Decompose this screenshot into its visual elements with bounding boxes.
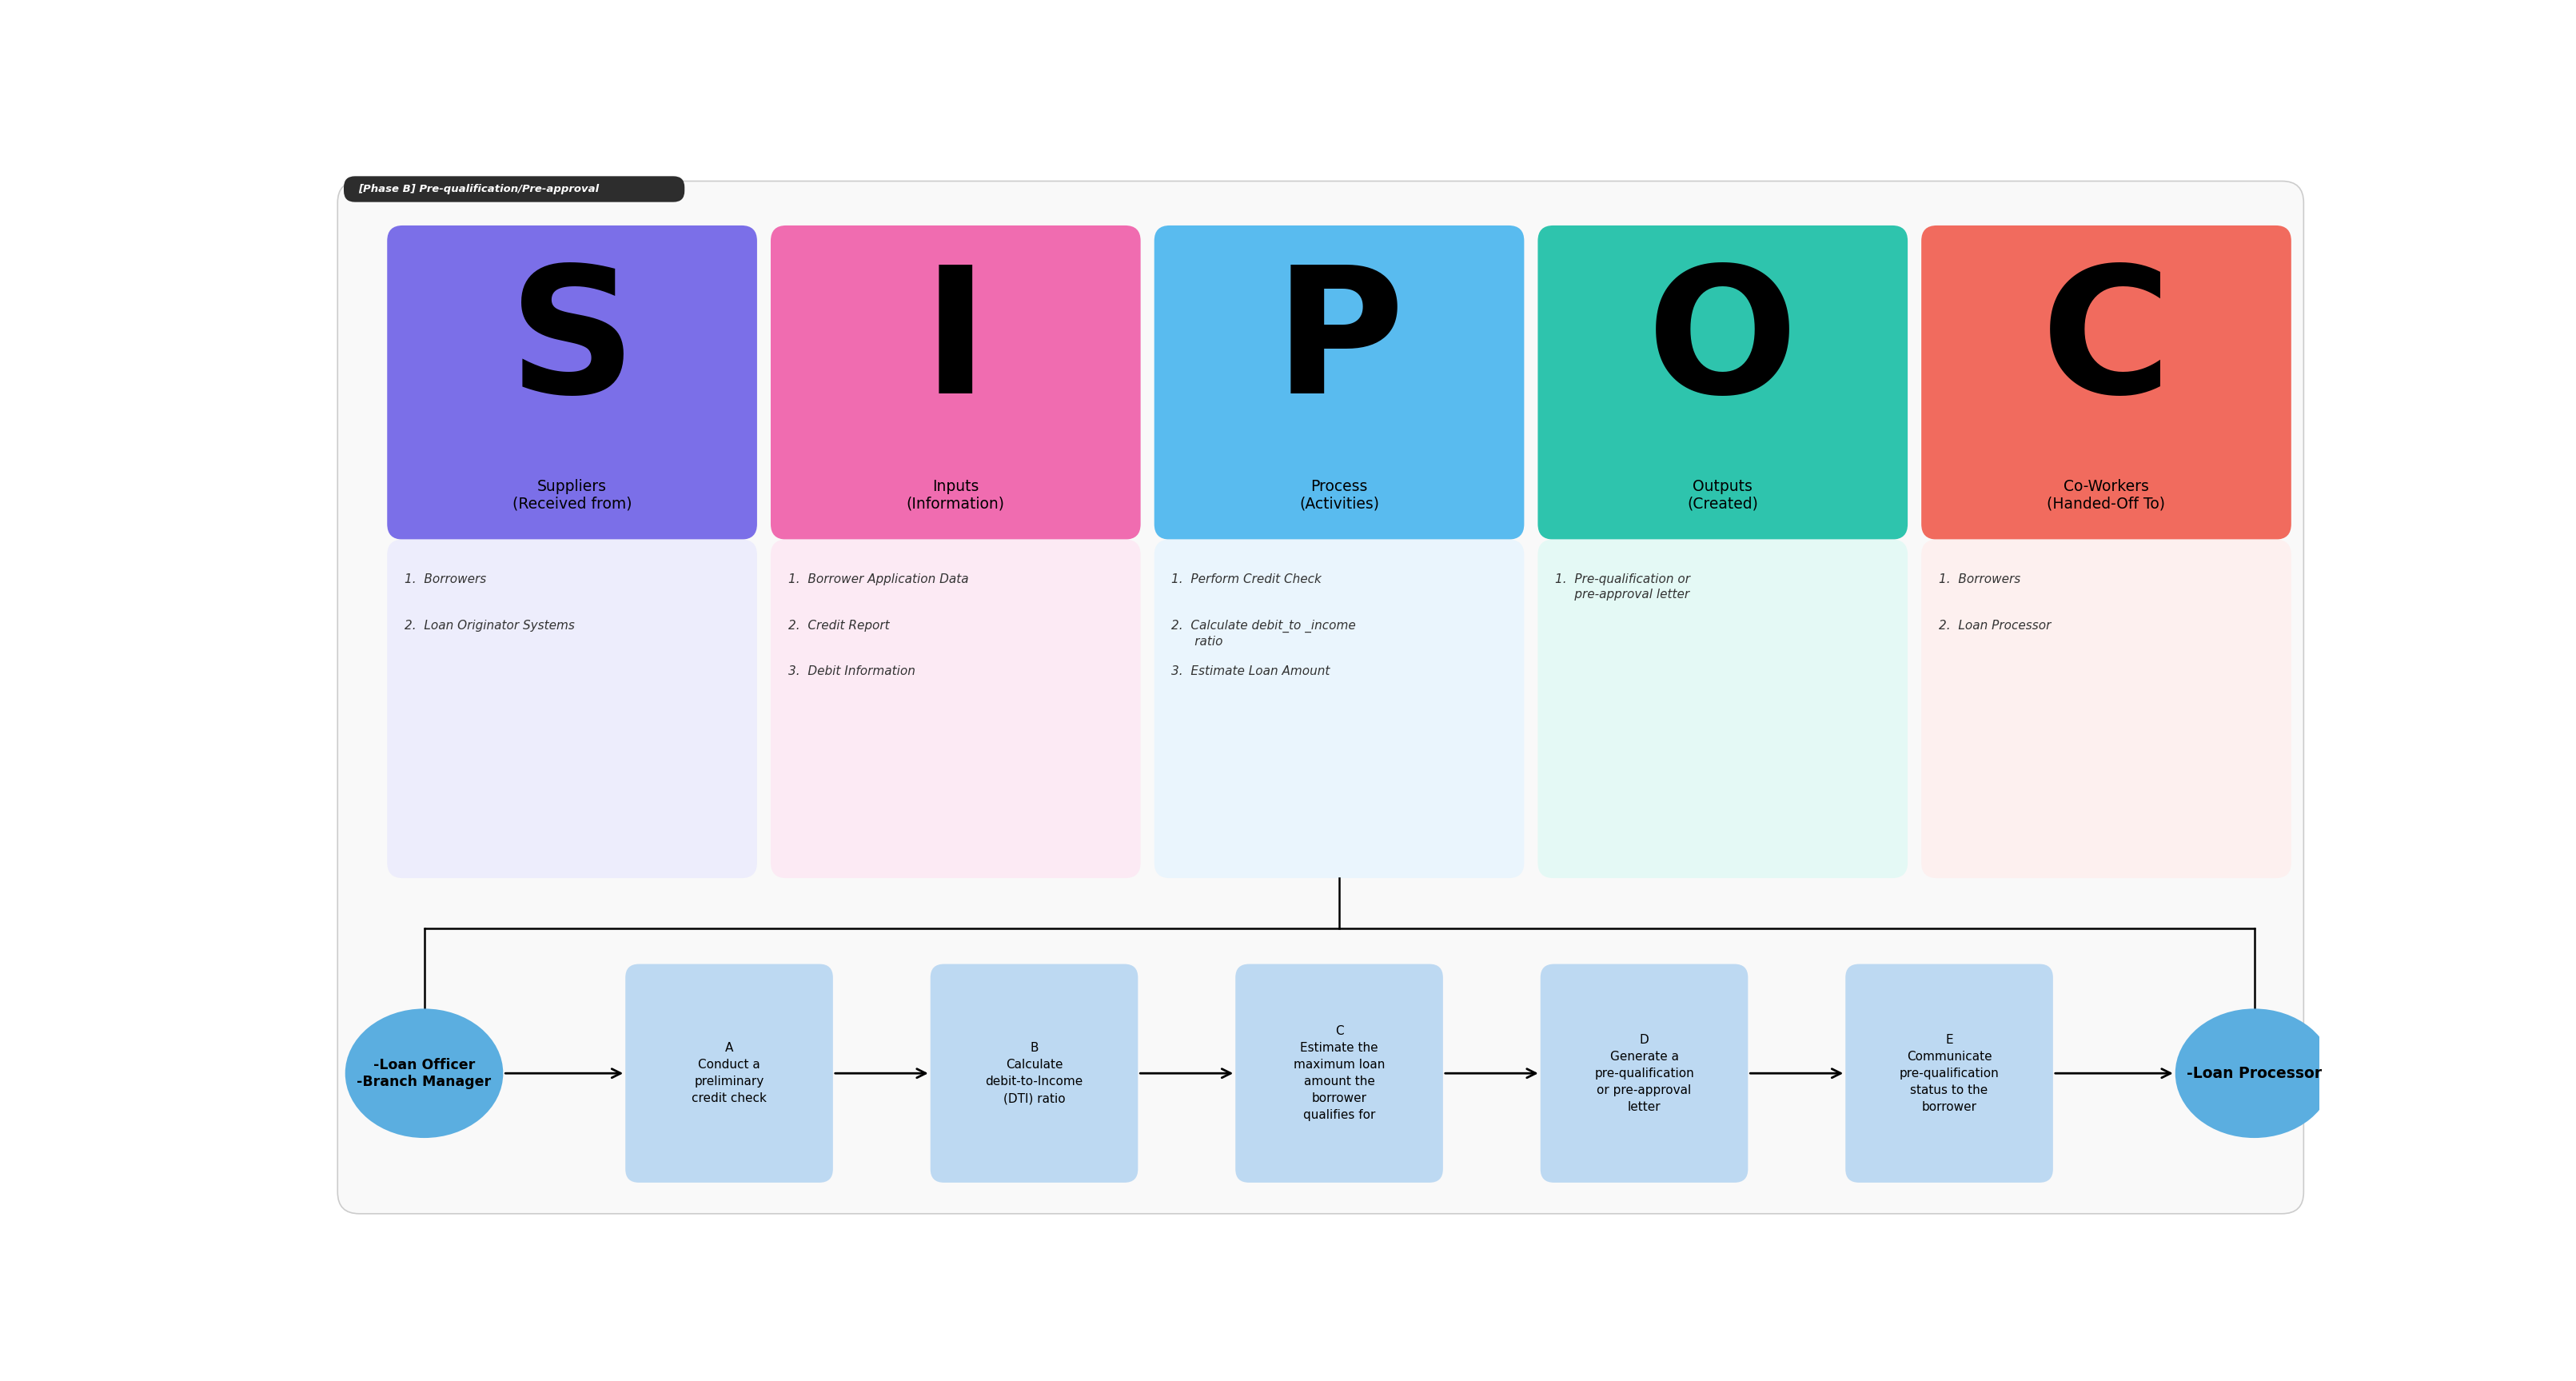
FancyBboxPatch shape: [770, 540, 1141, 878]
Text: Process
(Activities): Process (Activities): [1298, 479, 1378, 511]
Ellipse shape: [345, 1008, 502, 1138]
FancyBboxPatch shape: [386, 225, 757, 540]
FancyBboxPatch shape: [1844, 964, 2053, 1182]
Text: I: I: [922, 260, 989, 431]
FancyBboxPatch shape: [1154, 540, 1522, 878]
Text: C
Estimate the
maximum loan
amount the
borrower
qualifies for: C Estimate the maximum loan amount the b…: [1293, 1025, 1383, 1121]
FancyBboxPatch shape: [343, 177, 685, 202]
Text: [Phase B] Pre-qualification/Pre-approval: [Phase B] Pre-qualification/Pre-approval: [358, 184, 598, 193]
Text: 1.  Borrowers: 1. Borrowers: [1937, 573, 2020, 586]
Text: S: S: [507, 260, 636, 431]
Text: 3.  Debit Information: 3. Debit Information: [788, 666, 914, 678]
Text: 3.  Estimate Loan Amount: 3. Estimate Loan Amount: [1172, 666, 1329, 678]
Text: 2.  Credit Report: 2. Credit Report: [788, 620, 889, 631]
FancyBboxPatch shape: [337, 181, 2303, 1214]
Ellipse shape: [2174, 1008, 2331, 1138]
Text: Suppliers
(Received from): Suppliers (Received from): [513, 479, 631, 511]
FancyBboxPatch shape: [770, 225, 1141, 540]
Text: 2.  Loan Originator Systems: 2. Loan Originator Systems: [404, 620, 574, 631]
FancyBboxPatch shape: [386, 540, 757, 878]
Text: 2.  Calculate debit_to _income
      ratio: 2. Calculate debit_to _income ratio: [1172, 620, 1355, 648]
Text: -Loan Processor: -Loan Processor: [2187, 1066, 2321, 1081]
FancyBboxPatch shape: [930, 964, 1139, 1182]
Text: Inputs
(Information): Inputs (Information): [907, 479, 1005, 511]
Text: E
Communicate
pre-qualification
status to the
borrower: E Communicate pre-qualification status t…: [1899, 1034, 1999, 1113]
FancyBboxPatch shape: [1538, 225, 1906, 540]
Text: B
Calculate
debit-to-Income
(DTI) ratio: B Calculate debit-to-Income (DTI) ratio: [984, 1043, 1082, 1105]
FancyBboxPatch shape: [1538, 540, 1906, 878]
Text: O: O: [1646, 260, 1798, 431]
Text: 1.  Perform Credit Check: 1. Perform Credit Check: [1172, 573, 1321, 586]
Text: -Loan Officer
-Branch Manager: -Loan Officer -Branch Manager: [358, 1058, 492, 1088]
FancyBboxPatch shape: [1154, 225, 1522, 540]
FancyBboxPatch shape: [1922, 225, 2290, 540]
FancyBboxPatch shape: [1540, 964, 1747, 1182]
FancyBboxPatch shape: [626, 964, 832, 1182]
FancyBboxPatch shape: [1234, 964, 1443, 1182]
Text: 2.  Loan Processor: 2. Loan Processor: [1937, 620, 2050, 631]
Text: 1.  Borrower Application Data: 1. Borrower Application Data: [788, 573, 969, 586]
Text: D
Generate a
pre-qualification
or pre-approval
letter: D Generate a pre-qualification or pre-ap…: [1595, 1034, 1692, 1113]
Text: C: C: [2040, 260, 2172, 431]
Text: Outputs
(Created): Outputs (Created): [1687, 479, 1757, 511]
Text: P: P: [1273, 260, 1404, 431]
FancyBboxPatch shape: [1922, 540, 2290, 878]
Text: Co-Workers
(Handed-Off To): Co-Workers (Handed-Off To): [2045, 479, 2164, 511]
Text: 1.  Pre-qualification or
     pre-approval letter: 1. Pre-qualification or pre-approval let…: [1556, 573, 1690, 601]
Text: 1.  Borrowers: 1. Borrowers: [404, 573, 487, 586]
Text: A
Conduct a
preliminary
credit check: A Conduct a preliminary credit check: [690, 1043, 768, 1105]
